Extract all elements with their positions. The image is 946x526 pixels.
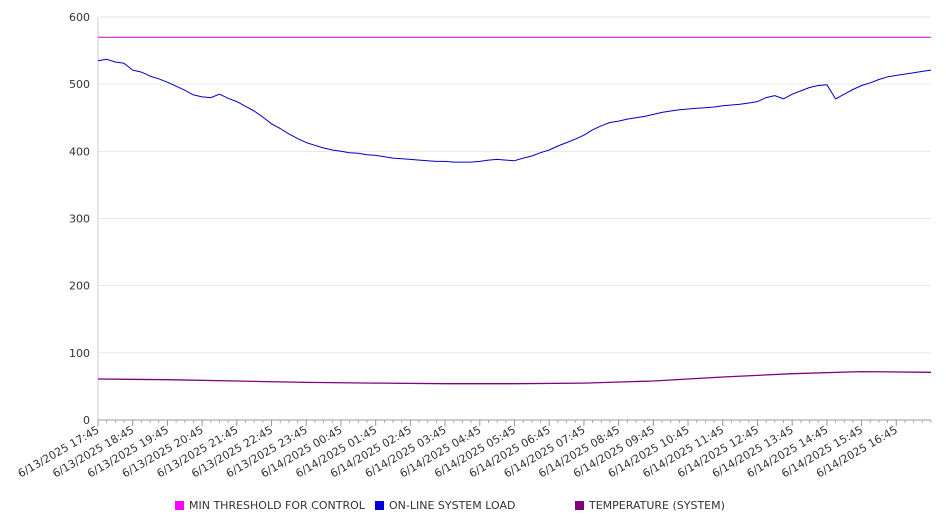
- legend-label: ON-LINE SYSTEM LOAD: [389, 499, 516, 512]
- gridlines: [98, 16, 931, 354]
- legend-item-system-load[interactable]: ON-LINE SYSTEM LOAD: [375, 499, 515, 512]
- legend-item-temperature[interactable]: TEMPERATURE (SYSTEM): [575, 499, 725, 512]
- legend-swatch: [175, 501, 184, 510]
- y-tick-label: 300: [69, 213, 90, 226]
- y-tick-label: 500: [69, 78, 90, 91]
- y-tick-label: 400: [69, 145, 90, 158]
- legend-swatch: [575, 501, 584, 510]
- y-tick-label: 200: [69, 280, 90, 293]
- legend-label: MIN THRESHOLD FOR CONTROL: [189, 499, 365, 512]
- legend: MIN THRESHOLD FOR CONTROL ON-LINE SYSTEM…: [0, 499, 946, 513]
- y-axis: 0 100 200 300 400 500 600: [69, 11, 99, 427]
- legend-swatch: [375, 501, 384, 510]
- series-lines: [97, 36, 932, 385]
- y-tick-label: 600: [69, 11, 90, 24]
- y-tick-label: 100: [69, 347, 90, 360]
- y-tick-label: 0: [83, 414, 90, 427]
- series-line-system-load: [97, 58, 932, 163]
- legend-label: TEMPERATURE (SYSTEM): [589, 499, 725, 512]
- x-axis: 6/13/2025 17:456/13/2025 18:456/13/2025 …: [16, 419, 932, 480]
- series-line-temperature: [97, 370, 932, 385]
- legend-item-min-threshold[interactable]: MIN THRESHOLD FOR CONTROL: [175, 499, 365, 512]
